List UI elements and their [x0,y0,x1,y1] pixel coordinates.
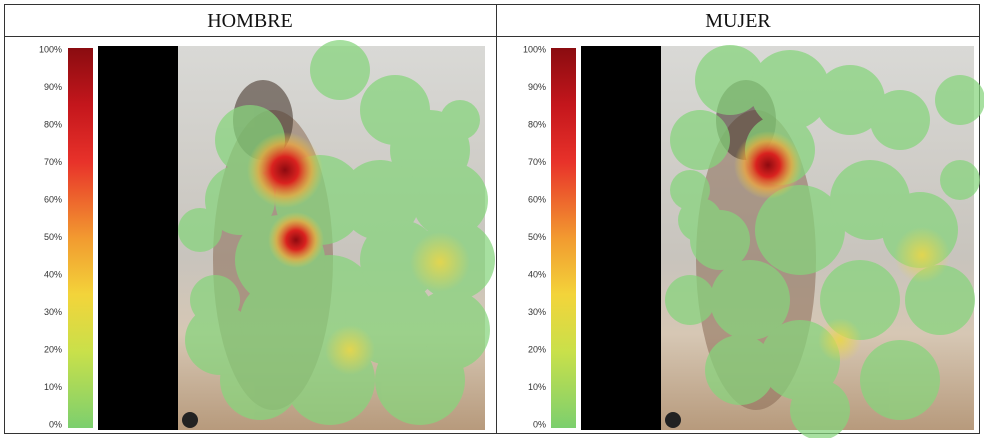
gaze-area [670,110,730,170]
figure-table: HOMBRE MUJER 100% 90% 80% 70% 60% 50% 40% 30% 20… [0,0,984,438]
scale-label: 50% [528,232,546,242]
gaze-warm [325,325,375,375]
gaze-area [790,380,850,438]
scale-label: 50% [44,232,62,242]
heatmap-panel: 100% 90% 80% 70% 60% 50% 40% 30% 20% 10% 0% [523,44,984,438]
scale-label: 30% [44,307,62,317]
gaze-hotspot [268,212,324,268]
gaze-area [178,208,222,252]
gaze-area [860,340,940,420]
scale-label: 90% [528,82,546,92]
heatmap-panel: 100% 90% 80% 70% 60% 50% 40% 30% 20% 10% 0% [39,40,495,430]
scale-label: 70% [528,157,546,167]
scale-label: 90% [44,82,62,92]
scale-label: 100% [523,44,546,54]
scale-label: 0% [49,419,62,429]
color-scale [68,48,93,428]
scale-label: 40% [44,269,62,279]
scale-label: 10% [528,382,546,392]
scale-label: 10% [44,382,62,392]
gaze-area [440,100,480,140]
scale-label: 20% [44,344,62,354]
scale-label: 60% [44,194,62,204]
column-header: MUJER [705,10,771,32]
avatar-icon [665,412,681,428]
scale-label: 60% [528,194,546,204]
gaze-area [678,198,722,242]
redacted-area [581,46,661,430]
gaze-warm [894,227,950,283]
scale-label: 0% [533,419,546,429]
scale-label: 100% [39,44,62,54]
gaze-hotspot [734,131,802,199]
column-header: HOMBRE [207,10,293,32]
gaze-area [310,40,370,100]
gaze-area [940,160,980,200]
gaze-area [870,90,930,150]
scale-label: 80% [44,119,62,129]
gaze-hotspot [247,132,323,208]
gaze-warm [818,318,862,362]
gaze-area [665,275,715,325]
scale-label: 80% [528,119,546,129]
scale-label: 30% [528,307,546,317]
redacted-area [98,46,178,430]
gaze-warm [410,232,470,292]
gaze-area [220,340,300,420]
scale-label: 40% [528,269,546,279]
gaze-area [705,335,775,405]
avatar-icon [182,412,198,428]
scale-label: 70% [44,157,62,167]
gaze-area [935,75,984,125]
scale-label: 20% [528,344,546,354]
color-scale [551,48,576,428]
